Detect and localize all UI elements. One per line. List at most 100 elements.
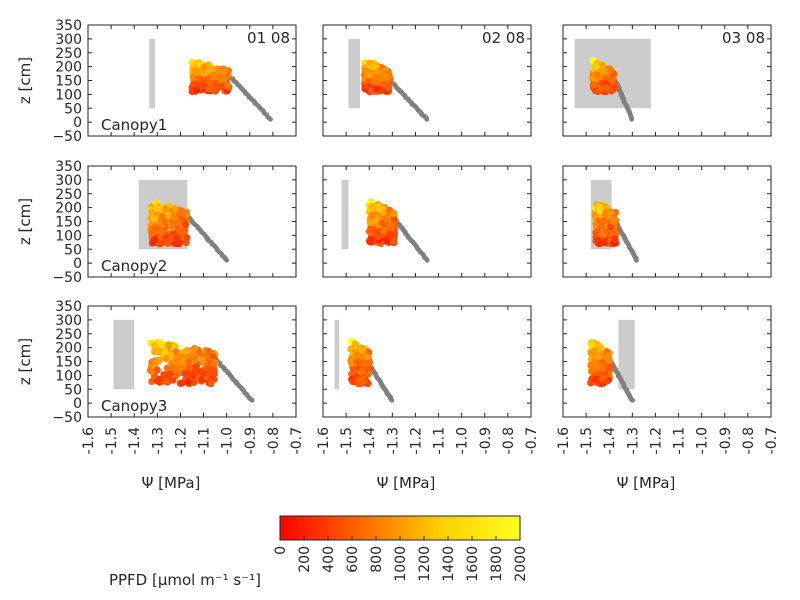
y-tick-label: 300: [55, 313, 82, 329]
leaf-point: [182, 347, 190, 355]
y-tick-label: 250: [55, 187, 82, 203]
leaf-point: [162, 355, 170, 363]
x-axis-label: Ψ [MPa]: [617, 474, 676, 492]
y-tick-label: 150: [55, 355, 82, 371]
leaf-point: [171, 357, 179, 365]
x-tick-label: -0.9: [243, 427, 259, 454]
leaf-point: [199, 370, 207, 378]
panel-2-3: [562, 165, 772, 278]
light-box: [341, 179, 349, 250]
x-tick-label: -0.8: [741, 427, 757, 454]
leaf-point: [179, 357, 188, 365]
leaf-point: [368, 203, 376, 211]
x-tick-label: -1.3: [625, 427, 641, 454]
date-label: 01 08: [247, 29, 290, 47]
leaf-point: [152, 204, 160, 212]
x-tick-label: -1.6: [556, 427, 572, 454]
leaf-point: [604, 351, 612, 359]
x-tick-label: -1.2: [408, 427, 424, 454]
y-tick-label: 300: [55, 32, 82, 48]
colorbar-tick-label: 1400: [441, 546, 457, 582]
x-tick-label: -1.1: [672, 427, 688, 454]
y-tick-label: 50: [64, 242, 82, 258]
leaf-point: [591, 80, 599, 89]
leaf-point: [607, 208, 615, 216]
x-tick-label: -1.5: [579, 427, 595, 454]
canopy-label: Canopy2: [101, 257, 167, 275]
leaf-point: [370, 227, 378, 235]
y-tick-label: 50: [64, 382, 82, 398]
stem-point: [249, 397, 255, 403]
leaf-point: [160, 371, 168, 379]
x-tick-label: -1.5: [339, 427, 355, 454]
y-tick-label: 100: [55, 228, 82, 244]
leaf-point: [390, 237, 398, 245]
leaf-point: [367, 235, 375, 243]
leaf-point: [171, 342, 179, 350]
leaf-point: [148, 377, 156, 386]
y-tick-label: 250: [55, 46, 82, 62]
y-axis-label: z [cm]: [16, 57, 34, 104]
leaf-point: [215, 66, 223, 75]
leaf-point: [369, 62, 377, 71]
stem-point: [634, 257, 639, 263]
leaf-point: [378, 219, 386, 227]
leaf-point: [590, 359, 599, 367]
leaf-point: [176, 209, 184, 217]
y-tick-label: 0: [73, 115, 82, 131]
light-box: [113, 319, 135, 390]
leaf-point: [210, 73, 219, 81]
leaf-point: [161, 204, 170, 213]
light-box: [618, 319, 635, 390]
y-tick-label: 150: [55, 215, 82, 231]
light-box: [149, 38, 156, 109]
light-box: [334, 319, 340, 390]
leaf-point: [146, 366, 155, 374]
colorbar-tick-label: 1800: [489, 546, 505, 582]
x-tick-label: -1.1: [197, 427, 213, 454]
leaf-point: [155, 375, 163, 383]
y-tick-label: 350: [55, 299, 82, 315]
x-tick-label: -1.6: [316, 427, 332, 454]
x-tick-label: -1.4: [602, 427, 618, 454]
x-tick-label: -0.7: [289, 427, 305, 454]
leaf-point: [350, 377, 358, 386]
y-tick-label: −50: [52, 410, 82, 426]
x-tick-label: -0.9: [718, 427, 734, 454]
stem-point: [424, 257, 430, 263]
x-axis-label: Ψ [MPa]: [377, 474, 436, 492]
leaf-point: [181, 227, 189, 235]
leaf-point: [368, 211, 376, 219]
leaf-point: [207, 379, 215, 388]
x-tick-label: -1.0: [220, 427, 236, 454]
leaf-point: [150, 236, 159, 244]
leaf-point: [195, 75, 204, 83]
colorbar-tick-label: 0: [273, 546, 289, 555]
leaf-point: [603, 84, 611, 92]
leaf-point: [209, 352, 217, 361]
colorbar-tick-label: 1000: [393, 546, 409, 582]
leaf-point: [190, 378, 198, 387]
leaf-point: [351, 340, 359, 348]
leaf-point: [157, 219, 165, 228]
leaf-point: [188, 371, 197, 379]
leaf-point: [200, 63, 208, 71]
colorbar-tick-label: 400: [321, 546, 337, 573]
x-tick-label: -1.3: [150, 427, 166, 454]
panel-3-3: -1.6 -1.5 -1.4 -1.3 -1.2 -1.1 -1.0 -0.9 -0.8 -0.7…: [556, 305, 780, 492]
x-tick-label: -0.8: [501, 427, 517, 454]
y-tick-label: 100: [55, 87, 82, 103]
leaf-point: [183, 234, 191, 242]
leaf-point: [148, 229, 156, 237]
canopy-label: Canopy1: [101, 116, 167, 134]
y-tick-label: 200: [55, 60, 82, 76]
leaf-point: [163, 378, 172, 386]
leaf-point: [602, 377, 611, 385]
y-tick-label: 100: [55, 368, 82, 384]
y-tick-label: 200: [55, 341, 82, 357]
leaf-point: [172, 234, 180, 243]
stem-point: [268, 116, 273, 122]
leaf-point: [608, 77, 616, 85]
colorbar-tick-label: 1600: [465, 546, 481, 582]
